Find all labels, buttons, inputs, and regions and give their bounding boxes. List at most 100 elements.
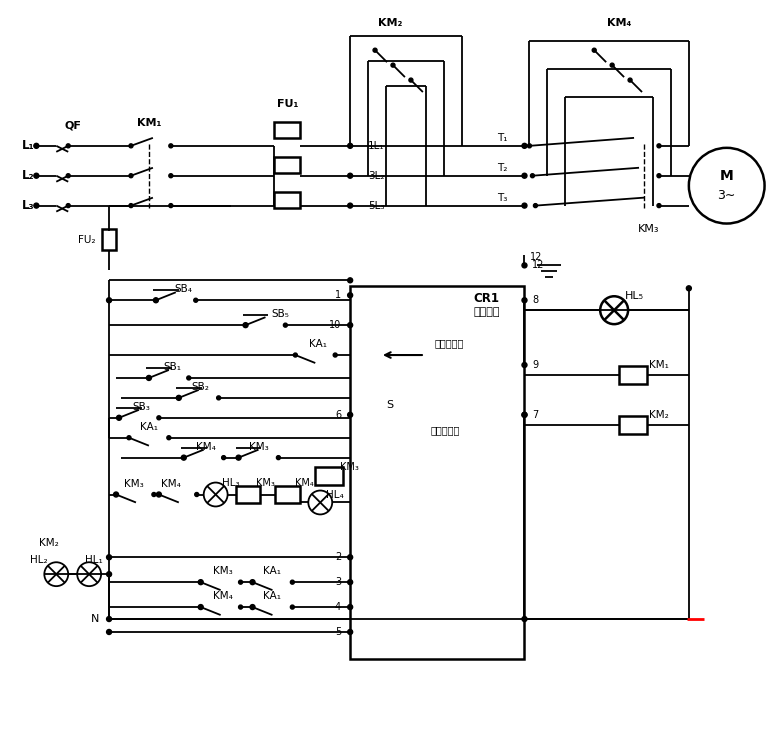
Circle shape <box>657 203 661 208</box>
Circle shape <box>347 293 353 297</box>
Circle shape <box>236 455 241 460</box>
Circle shape <box>221 456 225 460</box>
Circle shape <box>127 436 131 440</box>
Circle shape <box>66 174 70 178</box>
Text: SB₂: SB₂ <box>192 382 210 392</box>
Text: 1L₁: 1L₁ <box>368 141 385 151</box>
Text: CR1: CR1 <box>474 292 500 305</box>
Circle shape <box>129 174 133 178</box>
Text: 7: 7 <box>532 410 538 420</box>
Text: HL₂: HL₂ <box>30 555 47 565</box>
Circle shape <box>152 493 156 496</box>
Circle shape <box>34 174 39 178</box>
Text: M: M <box>720 168 733 183</box>
Circle shape <box>250 604 255 609</box>
Circle shape <box>522 413 527 417</box>
Circle shape <box>373 48 377 52</box>
Circle shape <box>146 375 152 381</box>
Circle shape <box>169 144 172 148</box>
Bar <box>619 416 647 434</box>
Circle shape <box>522 174 527 178</box>
Text: L₁: L₁ <box>22 139 34 152</box>
Circle shape <box>522 617 527 622</box>
Circle shape <box>217 396 221 400</box>
Circle shape <box>347 604 353 609</box>
Circle shape <box>534 203 538 208</box>
Circle shape <box>294 353 298 357</box>
Text: T₂: T₂ <box>497 163 507 173</box>
Text: 3∼: 3∼ <box>717 189 736 202</box>
Text: KM₂: KM₂ <box>649 410 669 420</box>
Circle shape <box>106 572 112 577</box>
Circle shape <box>198 580 204 585</box>
Circle shape <box>193 298 197 303</box>
Circle shape <box>531 174 535 178</box>
Text: KM₃: KM₃ <box>256 477 274 488</box>
Text: SB₄: SB₄ <box>175 284 193 295</box>
Circle shape <box>333 353 337 357</box>
Text: T₁: T₁ <box>497 133 508 143</box>
Circle shape <box>117 416 121 421</box>
Text: 10: 10 <box>329 320 341 330</box>
Circle shape <box>66 144 70 148</box>
Circle shape <box>347 413 353 417</box>
Circle shape <box>243 323 248 327</box>
Circle shape <box>106 629 112 634</box>
Circle shape <box>657 144 661 148</box>
Text: SB₅: SB₅ <box>271 309 289 319</box>
Circle shape <box>176 395 181 400</box>
Text: HL₁: HL₁ <box>85 555 103 565</box>
Circle shape <box>610 63 614 67</box>
Text: KM₄: KM₄ <box>161 478 181 488</box>
Circle shape <box>347 580 353 585</box>
Circle shape <box>391 63 395 67</box>
Text: SB₁: SB₁ <box>164 362 182 372</box>
Text: 8: 8 <box>532 295 538 305</box>
Text: S: S <box>386 399 394 410</box>
Text: 6: 6 <box>335 410 341 420</box>
Circle shape <box>195 493 199 496</box>
Text: KM₄: KM₄ <box>607 18 631 28</box>
Circle shape <box>34 144 39 148</box>
Circle shape <box>686 286 692 291</box>
Text: HL₃: HL₃ <box>221 477 239 488</box>
Circle shape <box>113 492 119 497</box>
Circle shape <box>169 203 172 208</box>
Circle shape <box>347 323 353 327</box>
Text: KM₂: KM₂ <box>40 538 59 548</box>
Bar <box>102 228 116 251</box>
Circle shape <box>528 144 531 148</box>
Text: 3: 3 <box>335 577 341 587</box>
Circle shape <box>592 48 596 52</box>
Text: 12: 12 <box>532 260 545 270</box>
Text: HL₅: HL₅ <box>625 292 643 301</box>
Circle shape <box>106 297 112 303</box>
Text: KM₃: KM₃ <box>124 478 144 488</box>
Circle shape <box>129 203 133 208</box>
Circle shape <box>409 78 413 82</box>
Text: 3L₂: 3L₂ <box>368 171 385 181</box>
Text: 故障继电器: 故障继电器 <box>435 338 464 348</box>
Circle shape <box>291 605 294 609</box>
Circle shape <box>522 203 527 208</box>
Text: KM₁: KM₁ <box>137 118 161 128</box>
Circle shape <box>522 144 527 148</box>
Text: QF: QF <box>64 121 82 131</box>
Circle shape <box>628 78 632 82</box>
Circle shape <box>522 263 527 268</box>
Text: KM₂: KM₂ <box>378 18 402 28</box>
Circle shape <box>129 144 133 148</box>
Text: 软启动器: 软启动器 <box>473 307 500 317</box>
Circle shape <box>169 174 172 178</box>
Text: L₃: L₃ <box>22 199 34 212</box>
Circle shape <box>106 617 112 622</box>
Text: SB₃: SB₃ <box>132 402 150 412</box>
Circle shape <box>657 174 661 178</box>
Text: KA₁: KA₁ <box>263 566 281 576</box>
Bar <box>350 286 524 659</box>
Text: 9: 9 <box>532 360 538 370</box>
Text: KA₁: KA₁ <box>263 591 281 601</box>
Circle shape <box>106 555 112 560</box>
Text: KM₄: KM₄ <box>295 477 314 488</box>
Circle shape <box>157 416 161 420</box>
